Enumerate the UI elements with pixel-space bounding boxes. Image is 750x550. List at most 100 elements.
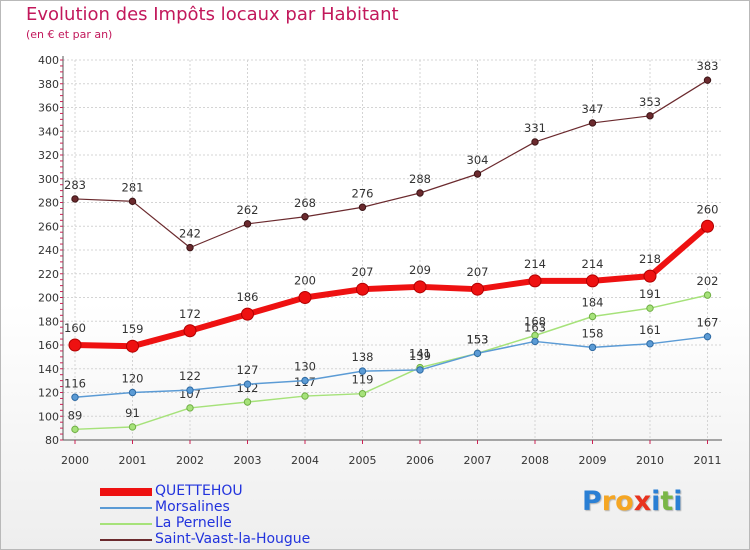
data-label: 202 (697, 274, 719, 288)
data-label: 159 (122, 322, 144, 336)
data-point (646, 112, 654, 120)
data-point (356, 282, 369, 296)
y-tick-label: 200 (38, 292, 59, 305)
data-label: 120 (122, 372, 144, 386)
data-point (528, 274, 542, 288)
data-label: 214 (582, 257, 604, 271)
data-point (531, 138, 539, 146)
x-tick-label: 2005 (349, 454, 377, 467)
series-line (74, 294, 708, 431)
series-line (74, 79, 708, 249)
chart-subtitle: (en € et par an) (26, 28, 113, 41)
data-point (413, 280, 427, 294)
y-tick-label: 360 (38, 102, 59, 115)
data-label: 91 (125, 406, 140, 420)
y-tick-label: 400 (38, 54, 59, 67)
data-point (703, 332, 712, 341)
data-label: 218 (639, 252, 661, 266)
data-point (71, 425, 79, 434)
data-point (301, 213, 309, 221)
data-label: 116 (64, 376, 86, 390)
logo-letter: x (633, 486, 652, 517)
data-label: 161 (639, 323, 661, 337)
x-tick-label: 2009 (579, 454, 607, 467)
data-point (186, 386, 194, 394)
y-axis: 80 100 120 140 160 180 200 220 240 260 280 300 320 34… (38, 54, 63, 447)
y-tick-label: 280 (38, 197, 59, 210)
data-label: 139 (409, 349, 431, 363)
data-point (588, 312, 597, 321)
logo-letter: P (582, 486, 602, 517)
data-label: 138 (352, 350, 374, 364)
data-label: 184 (582, 296, 604, 310)
logo-letter: o (615, 486, 634, 517)
data-point (243, 380, 252, 388)
x-tick-label: 2006 (406, 454, 434, 467)
proxiti-logo: Proxiti (582, 486, 683, 517)
logo-letter: i (651, 486, 661, 517)
logo-letter: i (673, 486, 683, 517)
data-point (646, 340, 654, 348)
data-point (71, 195, 79, 203)
data-label: 242 (179, 227, 201, 241)
data-point (71, 393, 79, 401)
legend-swatch (100, 523, 152, 525)
x-tick-label: 2001 (119, 454, 147, 467)
data-label: 288 (409, 172, 431, 186)
logo-letter: t (660, 486, 674, 517)
data-point (68, 338, 82, 352)
gridlines (63, 59, 722, 441)
series-line (74, 223, 710, 350)
data-point (358, 389, 367, 398)
data-label: 260 (697, 202, 719, 216)
y-tick-label: 320 (38, 149, 59, 162)
x-tick-label: 2004 (291, 454, 319, 467)
data-point (301, 376, 309, 385)
series-quettehou: 160 159 172 186 200 207 209 207 214 214 218 260 (64, 202, 719, 353)
data-point (586, 274, 599, 288)
series-morsalines: 116 120 122 127 130 138 139 153 163 158 161 167 (64, 316, 718, 401)
y-tick-label: 300 (38, 173, 59, 186)
y-tick-label: 260 (38, 220, 59, 233)
data-label: 168 (524, 315, 546, 329)
data-label: 89 (68, 408, 83, 422)
x-tick-label: 2002 (176, 454, 204, 467)
data-label: 141 (409, 347, 431, 361)
data-label: 207 (352, 265, 374, 279)
data-point (186, 404, 194, 412)
data-point (186, 243, 194, 252)
x-tick-label: 2003 (234, 454, 262, 467)
data-point (301, 392, 309, 400)
x-tick-label: 2010 (636, 454, 664, 467)
data-point (646, 304, 654, 312)
data-point (473, 349, 482, 358)
data-label: 283 (64, 178, 86, 192)
chart-title: Evolution des Impôts locaux par Habitant (26, 4, 399, 25)
data-point (183, 324, 197, 338)
x-tick-label: 2011 (694, 454, 722, 467)
data-label: 186 (237, 290, 259, 304)
data-label: 281 (122, 180, 144, 194)
data-label: 153 (467, 332, 489, 346)
data-point (298, 291, 312, 304)
y-tick-label: 140 (38, 363, 59, 376)
data-point (531, 337, 539, 346)
data-label: 268 (294, 196, 316, 210)
y-tick-label: 80 (45, 434, 59, 447)
legend-label: QUETTEHOU (155, 483, 243, 499)
y-tick-label: 220 (38, 268, 59, 281)
data-point (128, 197, 137, 206)
y-tick-label: 340 (38, 125, 59, 138)
y-tick-label: 120 (38, 387, 59, 400)
data-label: 160 (64, 321, 86, 335)
legend-swatch (100, 488, 152, 496)
data-label: 122 (179, 369, 201, 383)
data-label: 153 (467, 332, 489, 346)
data-label: 209 (409, 263, 431, 277)
data-label: 167 (697, 316, 719, 330)
data-label: 262 (237, 203, 259, 217)
data-point (588, 119, 597, 127)
data-label: 130 (294, 360, 316, 374)
data-label: 163 (524, 320, 546, 334)
